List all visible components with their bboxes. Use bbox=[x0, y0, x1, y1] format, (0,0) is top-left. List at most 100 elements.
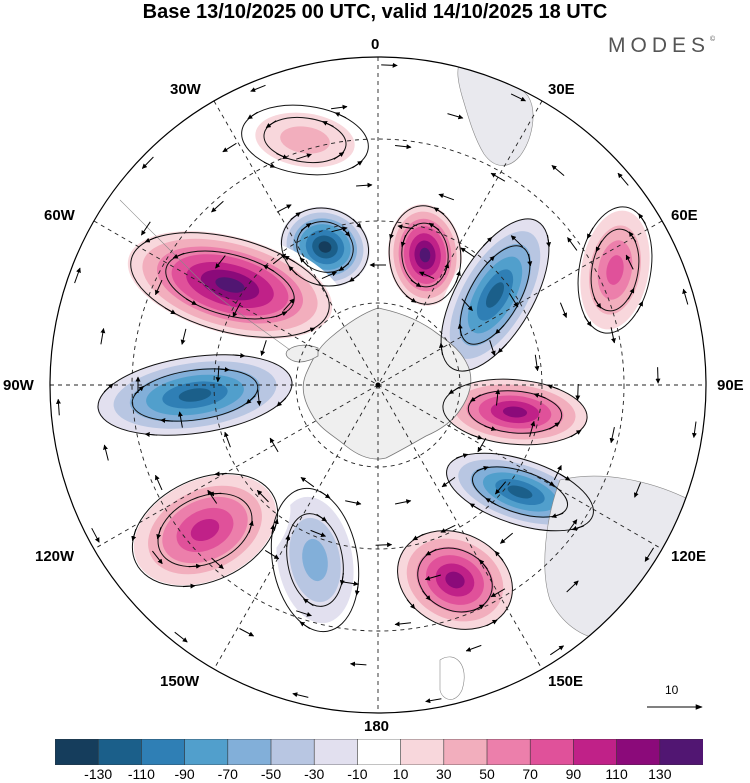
meridian-label-0: 0 bbox=[371, 36, 380, 53]
wind-vector-arrow bbox=[422, 590, 431, 601]
wind-vector-arrow bbox=[497, 343, 507, 353]
wind-vector-arrow bbox=[322, 121, 334, 127]
wind-vector-arrow bbox=[593, 297, 602, 309]
streamline bbox=[397, 530, 513, 630]
wind-vector-arrow bbox=[338, 263, 350, 272]
anomaly-contour-neg-45e bbox=[485, 282, 505, 308]
anomaly-contour-pos-15e bbox=[419, 247, 431, 263]
wind-vector-arrow bbox=[627, 288, 635, 300]
wind-vector-arrow bbox=[299, 257, 309, 267]
wind-vector-arrow bbox=[56, 398, 62, 416]
colorbar-tick-label: -30 bbox=[304, 766, 325, 782]
wind-vector-arrow bbox=[584, 316, 592, 327]
meridian-label-30w: 30W bbox=[170, 81, 201, 98]
wind-vector-arrow bbox=[395, 144, 412, 150]
wind-vector-arrow bbox=[479, 559, 488, 570]
wind-vector-arrow bbox=[74, 267, 81, 284]
colorbar-tick-label: 50 bbox=[479, 766, 495, 782]
wind-vector-arrow bbox=[534, 354, 540, 372]
wind-vector-arrow bbox=[469, 503, 481, 511]
streamline bbox=[286, 513, 344, 607]
wind-vector-arrow bbox=[250, 84, 266, 92]
wind-vector-arrow bbox=[456, 453, 469, 459]
wind-vector-arrow bbox=[144, 431, 158, 437]
colorbar-tick-label: -50 bbox=[260, 766, 282, 782]
colorbar-swatch bbox=[659, 739, 703, 765]
wind-vector-arrow bbox=[495, 324, 505, 335]
wind-vector-arrow bbox=[100, 328, 106, 345]
wind-vector-arrow bbox=[188, 563, 202, 569]
streamline bbox=[131, 368, 259, 422]
wind-vector-arrow bbox=[567, 519, 578, 533]
south-america-outline bbox=[119, 199, 291, 351]
wind-vector-arrow bbox=[473, 604, 485, 612]
colorbar-tick-label: 90 bbox=[565, 766, 582, 782]
streamline bbox=[471, 466, 569, 518]
wind-vector-arrow bbox=[333, 151, 345, 160]
wind-vector-arrow bbox=[609, 426, 615, 444]
wind-vector-arrow bbox=[283, 298, 295, 311]
wind-vector-arrow bbox=[172, 252, 185, 259]
wind-vector-arrow bbox=[400, 234, 406, 248]
wind-vector-arrow bbox=[438, 193, 455, 201]
anomaly-contour-pos-130w bbox=[190, 518, 220, 542]
colorbar-swatch bbox=[400, 739, 445, 765]
wind-vector-arrow bbox=[448, 386, 460, 395]
colorbar-swatch bbox=[529, 739, 575, 765]
colorbar-tick-label: -130 bbox=[84, 766, 113, 782]
streamline bbox=[263, 116, 347, 164]
wind-vector-arrow bbox=[174, 631, 188, 643]
wind-vector-arrow bbox=[394, 621, 412, 627]
wind-vector-arrow bbox=[394, 499, 412, 505]
colorbar-tick-label: 70 bbox=[522, 766, 538, 782]
wind-vector-arrow bbox=[485, 255, 495, 266]
wind-vector-arrow bbox=[310, 529, 326, 537]
anomaly-contour-neg-0 bbox=[318, 241, 332, 253]
wind-vector-arrow bbox=[566, 580, 579, 593]
colorbar-tick-label: 130 bbox=[648, 766, 672, 782]
streamline bbox=[467, 390, 563, 434]
wind-vector-arrow bbox=[644, 547, 655, 562]
wind-vector-arrow bbox=[455, 270, 461, 283]
colorbar-swatch bbox=[141, 739, 186, 765]
antarctica-landmass bbox=[302, 307, 472, 460]
wind-vector-arrow bbox=[551, 512, 564, 519]
wind-vector-arrow bbox=[495, 481, 507, 495]
meridian-label-120e: 120E bbox=[671, 548, 707, 565]
wind-vector-arrow bbox=[682, 288, 689, 305]
wind-vector-arrow bbox=[265, 120, 277, 129]
wind-vector-arrow bbox=[633, 482, 642, 498]
wind-vector-arrow bbox=[350, 661, 367, 667]
wind-vector-arrow bbox=[144, 236, 157, 243]
wind-streamlines bbox=[56, 62, 697, 704]
colorbar-tick-label: -110 bbox=[127, 766, 155, 782]
meridian-label-150e: 150E bbox=[548, 673, 584, 690]
wind-vector-arrow bbox=[211, 557, 224, 570]
streamline bbox=[97, 354, 293, 436]
wind-vector-arrow bbox=[529, 420, 536, 437]
wind-vector-arrow bbox=[156, 527, 162, 540]
wind-vector-arrow bbox=[424, 574, 441, 581]
wind-vector-arrow bbox=[628, 231, 637, 243]
wind-vector-arrow bbox=[567, 237, 578, 251]
wind-vector-arrow bbox=[207, 489, 218, 504]
wind-vector-arrow bbox=[550, 645, 565, 656]
wind-vector-arrow bbox=[222, 142, 237, 153]
wind-vector-arrow bbox=[352, 218, 362, 229]
colorbar-tick-label: 10 bbox=[392, 766, 409, 782]
colorbar-swatch bbox=[227, 739, 272, 765]
wind-vector-arrow bbox=[299, 621, 311, 630]
wind-vector-arrow bbox=[461, 298, 473, 311]
wind-vector-arrow bbox=[331, 104, 348, 110]
wind-vector-arrow bbox=[428, 222, 440, 231]
wind-vector-arrow bbox=[285, 534, 291, 548]
wind-vector-arrow bbox=[352, 160, 363, 169]
wind-vector-arrow bbox=[549, 422, 560, 430]
wind-vector-arrow bbox=[288, 265, 298, 276]
wind-vector-arrow bbox=[441, 476, 456, 488]
map-border bbox=[49, 56, 707, 714]
streamline bbox=[401, 222, 449, 288]
wind-vector-arrow bbox=[381, 62, 398, 68]
wind-vector-arrow bbox=[489, 340, 496, 356]
wind-vector-arrow bbox=[264, 549, 280, 560]
